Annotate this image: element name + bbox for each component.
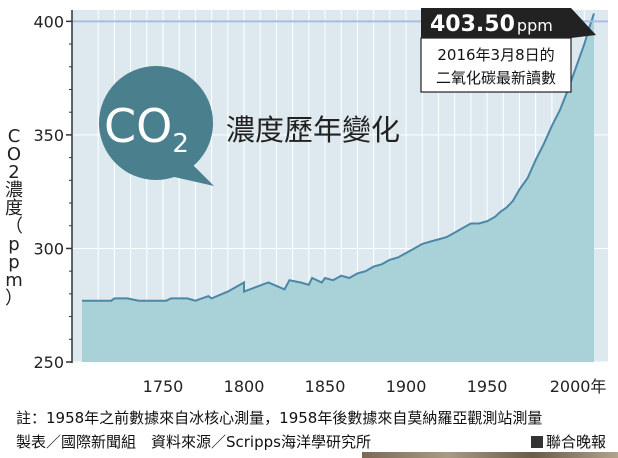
publisher-brand: 聯合晚報 [530, 431, 606, 452]
x-tick-label: 1800 [224, 377, 265, 396]
x-tick-label: 1950 [467, 377, 508, 396]
y-axis-title-char: ） [5, 288, 23, 309]
brand-square-icon [530, 436, 543, 448]
y-axis-title-char: （ [5, 216, 23, 237]
y-axis-title-char: p [8, 252, 20, 273]
y-axis-title-char: 度 [5, 198, 23, 219]
co2-bubble: CO2 [99, 66, 214, 186]
y-tick-label: 250 [33, 353, 64, 372]
x-tick-label: 2000年 [550, 377, 607, 396]
co2-bubble-text: CO2 [104, 99, 189, 159]
latest-reading-date: 2016年3月8日的 [437, 46, 554, 64]
latest-reading-value: 403.50 ppm [430, 12, 553, 37]
x-tick-label: 1900 [386, 377, 427, 396]
y-axis-title-char: C [7, 126, 21, 147]
y-tick-label: 300 [33, 239, 64, 258]
chart-title: 濃度歷年變化 [226, 113, 400, 147]
credit-line: 製表／國際新聞組 資料來源／Scripps海洋學研究所 [16, 433, 371, 451]
co2-line [82, 13, 595, 302]
y-tick-label: 350 [33, 126, 64, 145]
latest-reading-desc: 二氧化碳最新讀數 [436, 69, 556, 87]
y-axis-title-char: 2 [8, 162, 20, 183]
footnote: 註：1958年之前數據來自冰核心測量，1958年後數據來自莫納羅亞觀測站測量 [16, 409, 543, 427]
y-axis-title-char: 濃 [5, 180, 23, 201]
x-tick-label: 1850 [305, 377, 346, 396]
y-axis-title: C O 2 濃度（p p m） [4, 128, 24, 308]
y-tick-label: 400 [33, 12, 64, 31]
y-axis-title-char: p [8, 234, 20, 255]
photo-strip [362, 452, 618, 458]
y-axis-title-char: m [5, 270, 23, 291]
y-axis-title-char: O [6, 144, 22, 165]
latest-reading-annotation: 403.50 ppm 2016年3月8日的 二氧化碳最新讀數 [420, 8, 596, 93]
x-tick-label: 1750 [143, 377, 184, 396]
co2-area [82, 13, 594, 363]
brand-name: 聯合晚報 [545, 433, 606, 451]
